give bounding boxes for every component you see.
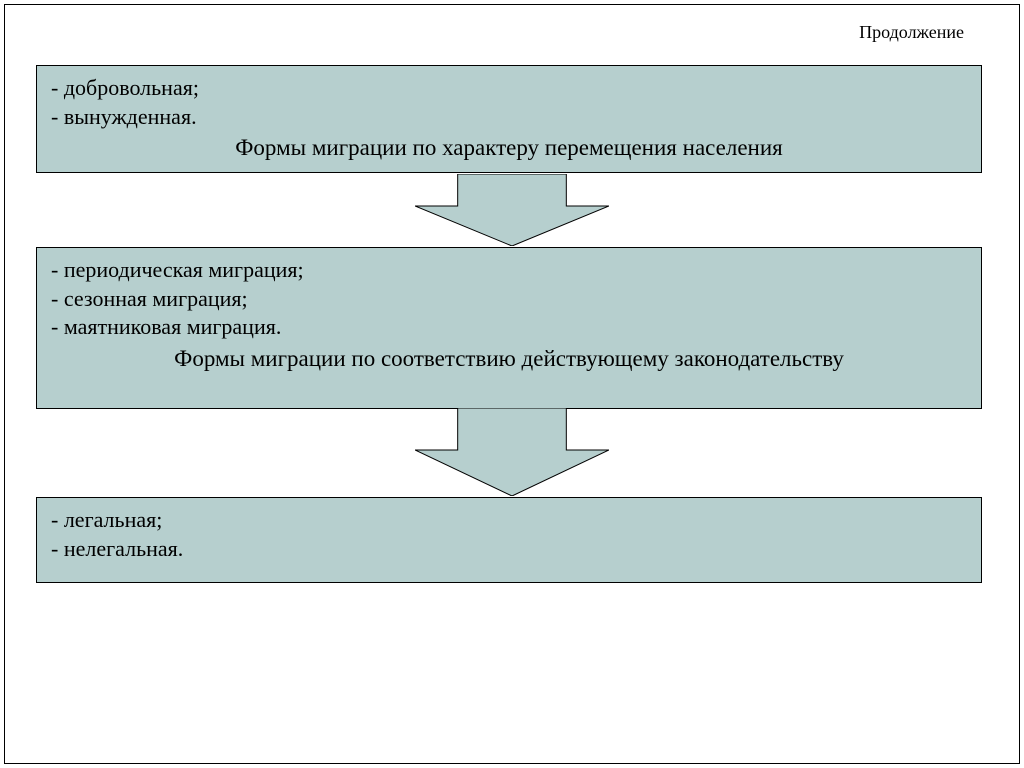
- box-heading: Формы миграции по характеру перемещения …: [51, 133, 967, 163]
- continuation-label: Продолжение: [859, 22, 964, 43]
- bullet-line: - вынужденная.: [51, 103, 967, 132]
- bullet-line: - периодическая миграция;: [51, 256, 967, 285]
- down-arrow-1: [415, 174, 609, 246]
- down-arrow-2: [415, 408, 609, 496]
- bullet-line: - легальная;: [51, 506, 967, 535]
- arrow-icon: [415, 174, 609, 246]
- arrow-icon: [415, 408, 609, 496]
- content-box-3: - легальная;- нелегальная.: [36, 497, 982, 583]
- bullet-line: - нелегальная.: [51, 535, 967, 564]
- content-box-1: - добровольная;- вынужденная.Формы мигра…: [36, 65, 982, 173]
- bullet-line: - добровольная;: [51, 74, 967, 103]
- bullet-line: - маятниковая миграция.: [51, 313, 967, 342]
- box-heading: Формы миграции по соответствию действующ…: [51, 344, 967, 374]
- content-box-2: - периодическая миграция;- сезонная мигр…: [36, 247, 982, 409]
- bullet-line: - сезонная миграция;: [51, 285, 967, 314]
